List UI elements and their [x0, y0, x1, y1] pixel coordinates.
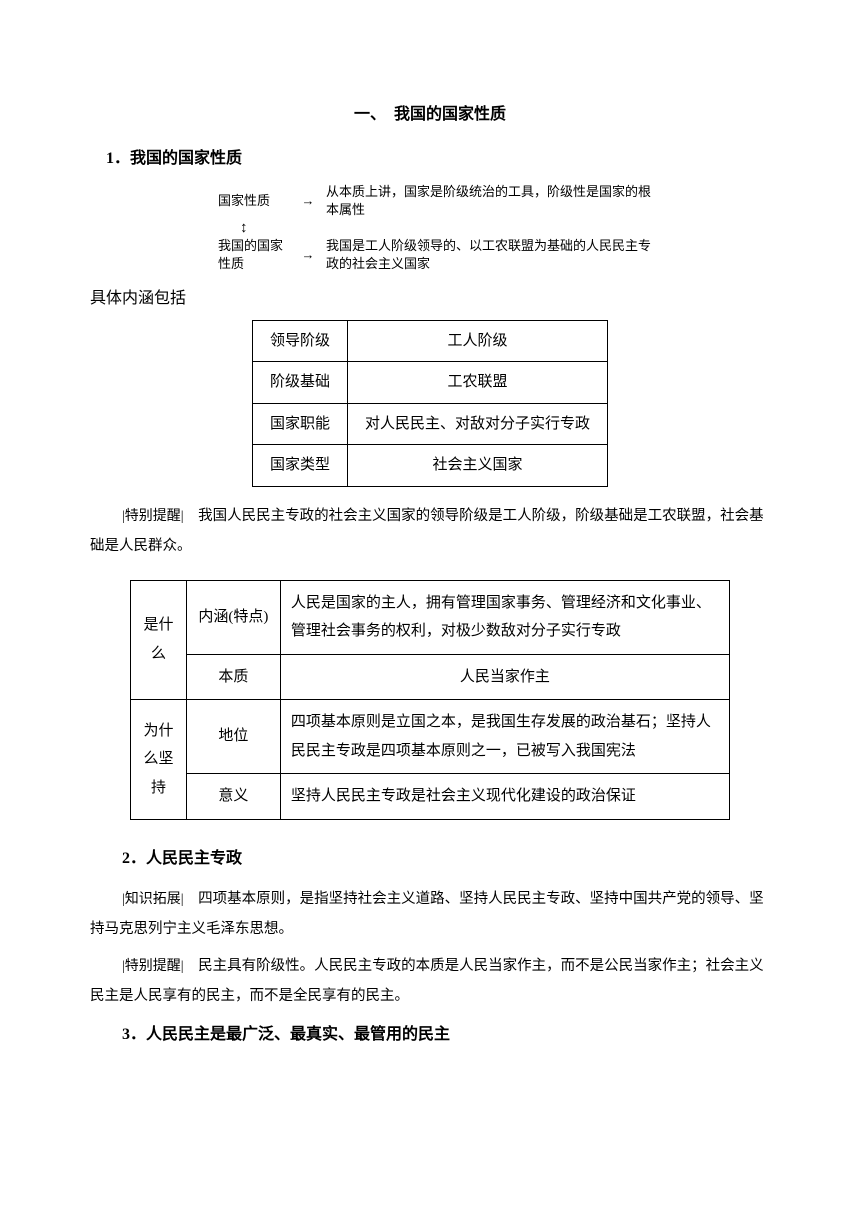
diagram-left-1: 国家性质: [200, 192, 290, 210]
special-note-1: |特别提醒| 我国人民民主专政的社会主义国家的领导阶级是工人阶级，阶级基础是工农…: [90, 501, 770, 562]
cell-label: 国家职能: [253, 403, 348, 445]
note-label: |特别提醒|: [122, 959, 184, 974]
table-row: 领导阶级 工人阶级: [253, 320, 608, 362]
table-row: 为什么坚持 地位 四项基本原则是立国之本，是我国生存发展的政治基石；坚持人民民主…: [131, 700, 730, 774]
note-label: |特别提醒|: [122, 509, 184, 524]
diagram-row-2: 我国的国家性质 → 我国是工人阶级领导的、以工农联盟为基础的人民民主专政的社会主…: [200, 237, 660, 273]
page-title: 一、 我国的国家性质: [90, 100, 770, 130]
concept-diagram: 国家性质 → 从本质上讲，国家是阶级统治的工具，阶级性是国家的根本属性 ↕ 我国…: [200, 183, 660, 274]
note-label: |知识拓展|: [122, 892, 184, 907]
table-row: 国家职能 对人民民主、对敌对分子实行专政: [253, 403, 608, 445]
cell-label: 本质: [186, 654, 280, 700]
note-text: 民主具有阶级性。人民民主专政的本质是人民当家作主，而不是公民当家作主；社会主义民…: [90, 958, 764, 1004]
democracy-table: 是什么 内涵(特点) 人民是国家的主人，拥有管理国家事务、管理经济和文化事业、管…: [130, 580, 730, 820]
table-row: 阶级基础 工农联盟: [253, 362, 608, 404]
cell-label: 领导阶级: [253, 320, 348, 362]
diagram-left-2: 我国的国家性质: [200, 237, 290, 273]
cell-value: 对人民民主、对敌对分子实行专政: [348, 403, 608, 445]
section3-heading: 3．人民民主是最广泛、最真实、最管用的民主: [90, 1020, 770, 1050]
cell-value: 坚持人民民主专政是社会主义现代化建设的政治保证: [280, 774, 729, 820]
connotation-table: 领导阶级 工人阶级 阶级基础 工农联盟 国家职能 对人民民主、对敌对分子实行专政…: [252, 320, 608, 487]
cell-group: 是什么: [131, 580, 187, 700]
table-row: 本质 人民当家作主: [131, 654, 730, 700]
table-row: 是什么 内涵(特点) 人民是国家的主人，拥有管理国家事务、管理经济和文化事业、管…: [131, 580, 730, 654]
cell-label: 国家类型: [253, 445, 348, 487]
cell-value: 人民当家作主: [280, 654, 729, 700]
table-row: 国家类型 社会主义国家: [253, 445, 608, 487]
intro-text: 具体内涵包括: [90, 284, 770, 314]
section1-heading: 1．我国的国家性质: [90, 144, 770, 174]
cell-value: 四项基本原则是立国之本，是我国生存发展的政治基石；坚持人民民主专政是四项基本原则…: [280, 700, 729, 774]
arrow-icon: →: [290, 192, 326, 210]
diagram-row-1: 国家性质 → 从本质上讲，国家是阶级统治的工具，阶级性是国家的根本属性: [200, 183, 660, 219]
special-note-2: |特别提醒| 民主具有阶级性。人民民主专政的本质是人民当家作主，而不是公民当家作…: [90, 951, 770, 1012]
cell-label: 阶级基础: [253, 362, 348, 404]
cell-value: 人民是国家的主人，拥有管理国家事务、管理经济和文化事业、管理社会事务的权利，对极…: [280, 580, 729, 654]
table-row: 意义 坚持人民民主专政是社会主义现代化建设的政治保证: [131, 774, 730, 820]
cell-label: 地位: [186, 700, 280, 774]
diagram-right-2: 我国是工人阶级领导的、以工农联盟为基础的人民民主专政的社会主义国家: [326, 237, 660, 273]
diagram-right-1: 从本质上讲，国家是阶级统治的工具，阶级性是国家的根本属性: [326, 183, 660, 219]
cell-label: 内涵(特点): [186, 580, 280, 654]
cell-label: 意义: [186, 774, 280, 820]
note-text: 我国人民民主专政的社会主义国家的领导阶级是工人阶级，阶级基础是工农联盟，社会基础…: [90, 508, 764, 554]
diagram-connector: ↕: [200, 221, 660, 236]
cell-value: 工人阶级: [348, 320, 608, 362]
arrow-icon: →: [290, 246, 326, 264]
updown-arrow-icon: ↕: [200, 221, 290, 236]
knowledge-extension: |知识拓展| 四项基本原则，是指坚持社会主义道路、坚持人民民主专政、坚持中国共产…: [90, 884, 770, 945]
cell-group: 为什么坚持: [131, 700, 187, 820]
cell-value: 工农联盟: [348, 362, 608, 404]
note-text: 四项基本原则，是指坚持社会主义道路、坚持人民民主专政、坚持中国共产党的领导、坚持…: [90, 891, 764, 937]
cell-value: 社会主义国家: [348, 445, 608, 487]
section2-heading: 2．人民民主专政: [90, 844, 770, 874]
